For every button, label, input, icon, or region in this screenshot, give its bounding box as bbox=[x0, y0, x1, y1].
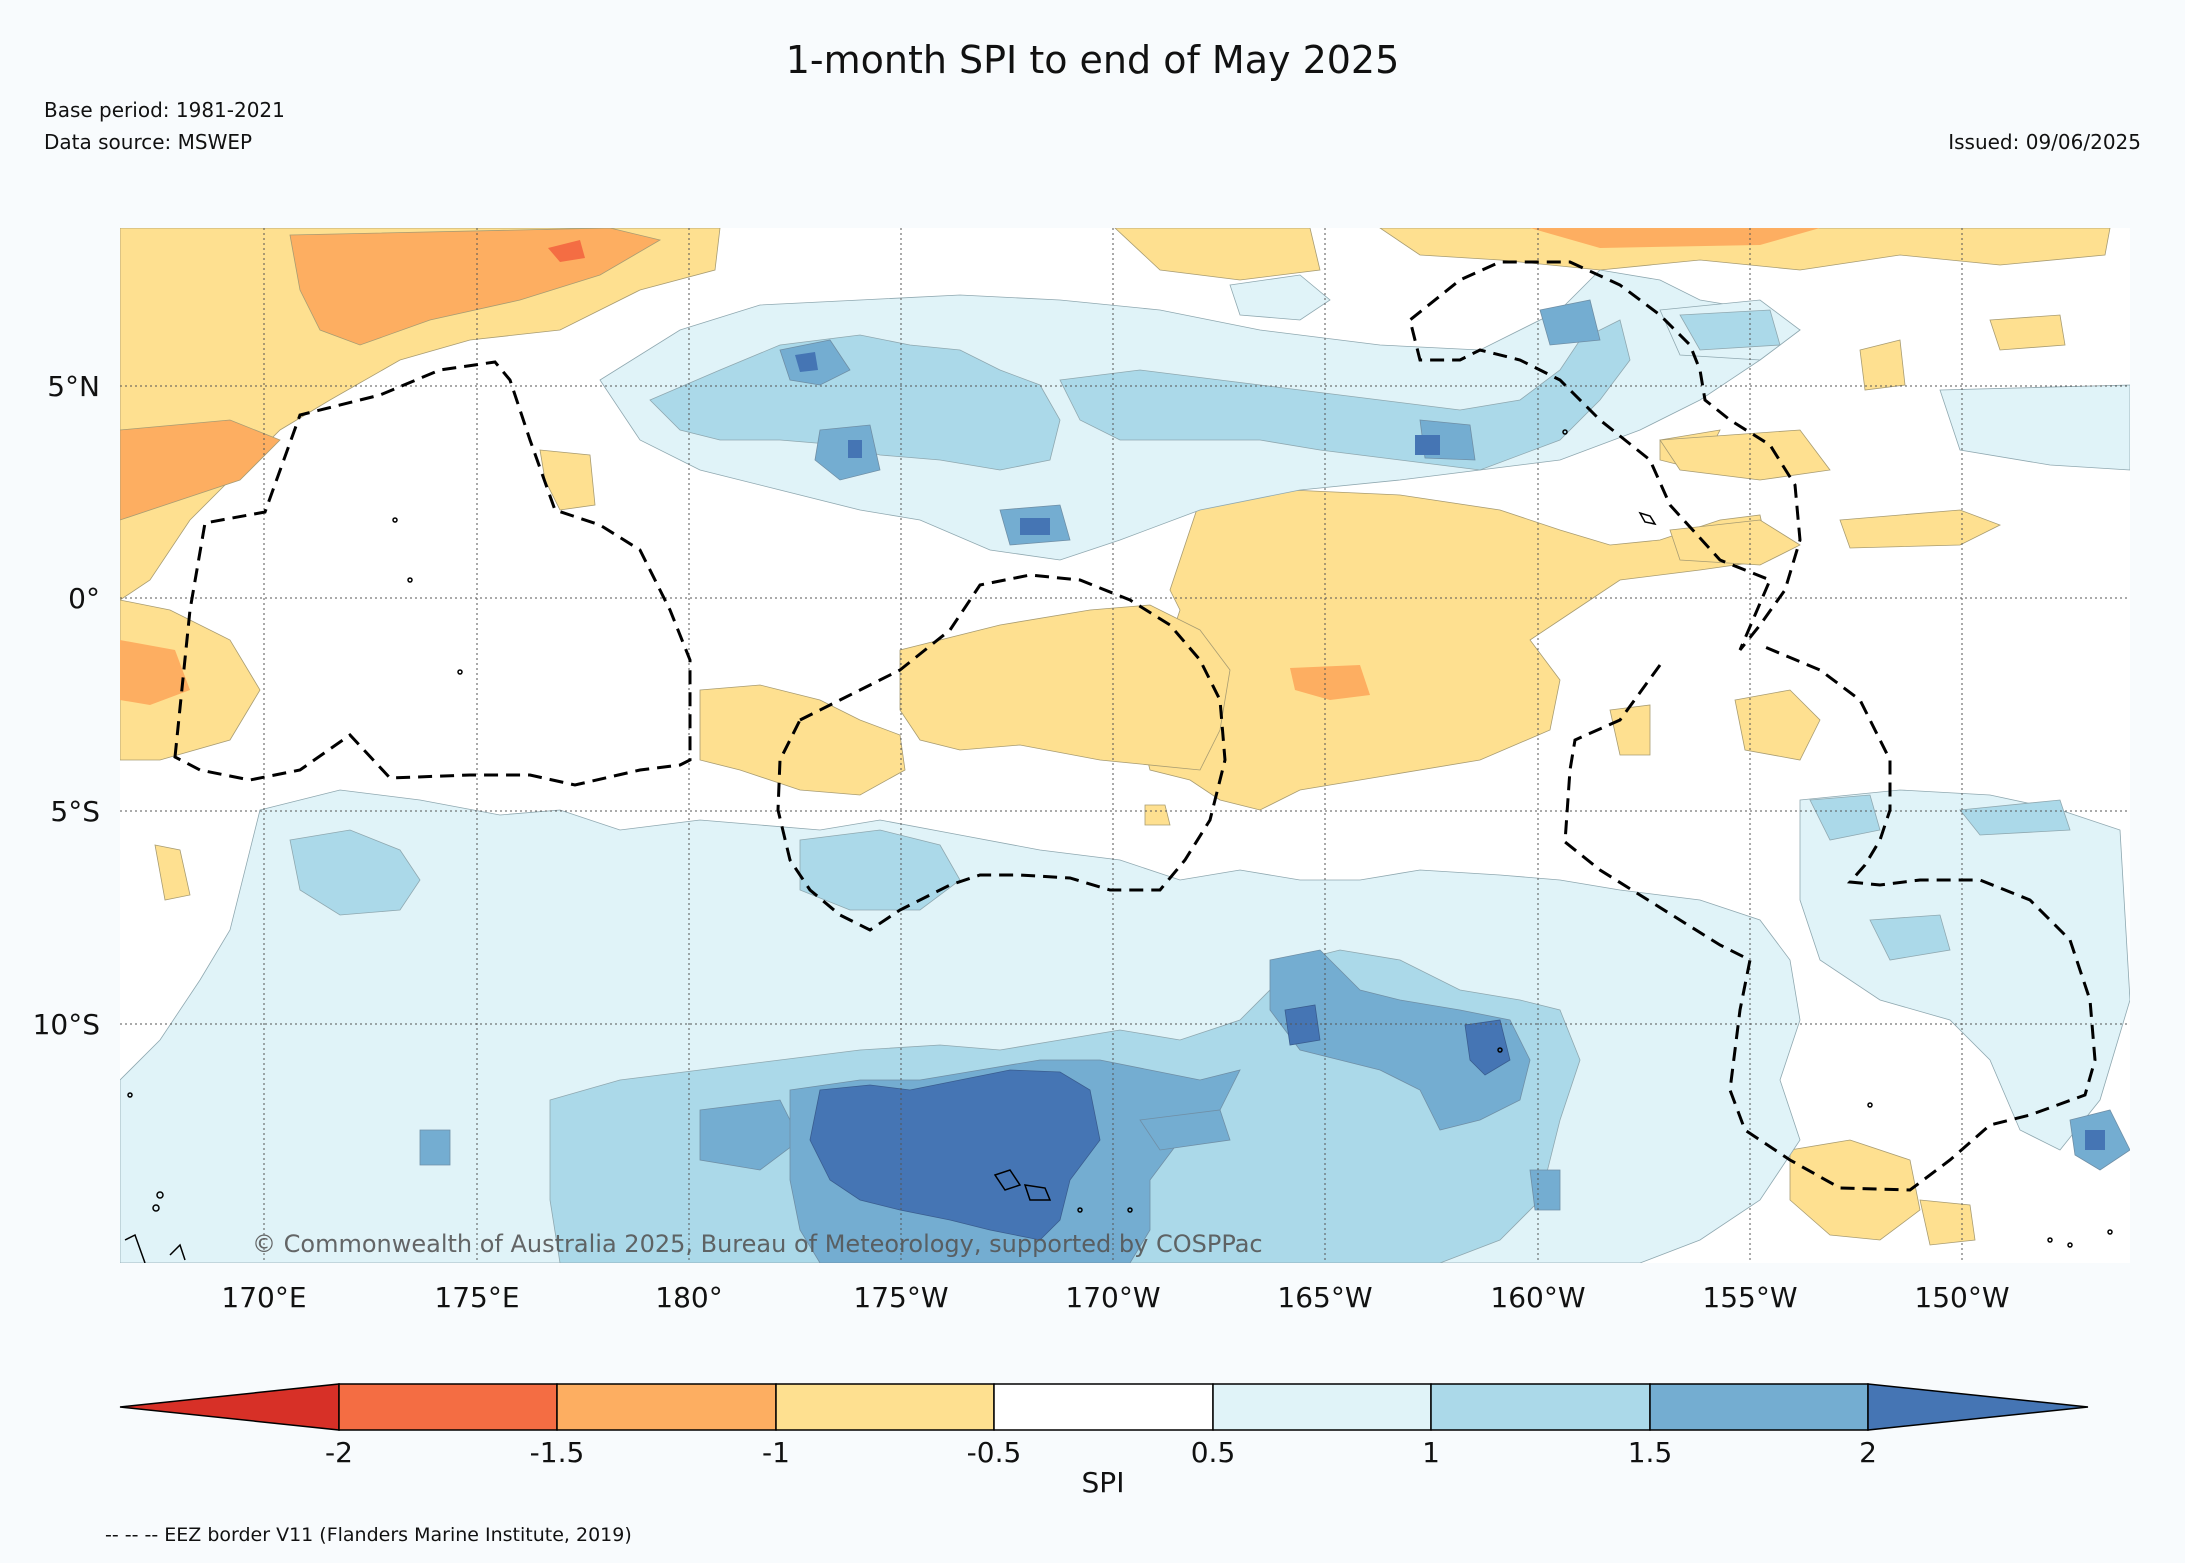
longitude-labels: 170°E 175°E 180° 175°W 170°W 165°W 160°W… bbox=[221, 1281, 2009, 1314]
colorbar-segment bbox=[993, 1383, 1214, 1431]
colorbar-tick: 1 bbox=[1422, 1436, 1440, 1469]
lon-label-165w: 165°W bbox=[1277, 1281, 1372, 1314]
colorbar-extend-high bbox=[1867, 1383, 2089, 1431]
colorbar-segment bbox=[1430, 1383, 1651, 1431]
latitude-labels: 5°N 0° 5°S 10°S bbox=[33, 370, 100, 1041]
colorbar-tick: -1.5 bbox=[530, 1436, 585, 1469]
lat-label-5n: 5°N bbox=[47, 370, 100, 403]
lon-label-180: 180° bbox=[655, 1281, 722, 1314]
colorbar-segment bbox=[1212, 1383, 1432, 1431]
map-title: 1-month SPI to end of May 2025 bbox=[785, 38, 1400, 82]
lon-label-175w: 175°W bbox=[853, 1281, 948, 1314]
wet-anomaly-regions bbox=[120, 269, 2130, 1263]
lon-label-170e: 170°E bbox=[221, 1281, 306, 1314]
colorbar-segment bbox=[775, 1383, 995, 1431]
colorbar-tick: -0.5 bbox=[967, 1436, 1022, 1469]
colorbar-tick: -1 bbox=[762, 1436, 790, 1469]
data-source: Data source: MSWEP bbox=[44, 130, 253, 154]
colorbar-extend-low bbox=[119, 1383, 340, 1431]
islands bbox=[124, 429, 2113, 1263]
eez-borders bbox=[173, 260, 2097, 1192]
lon-label-170w: 170°W bbox=[1065, 1281, 1160, 1314]
lat-label-5s: 5°S bbox=[50, 795, 100, 828]
colorbar-segment bbox=[338, 1383, 558, 1431]
copyright-notice: © Commonwealth of Australia 2025, Bureau… bbox=[252, 1230, 1263, 1258]
map-panel: © Commonwealth of Australia 2025, Bureau… bbox=[120, 228, 2130, 1263]
spi-colorbar bbox=[119, 1383, 2089, 1431]
colorbar-segment bbox=[1649, 1383, 1869, 1431]
colorbar-tick: -2 bbox=[325, 1436, 353, 1469]
eez-footnote: -- -- -- EEZ border V11 (Flanders Marine… bbox=[105, 1524, 632, 1546]
lon-label-150w: 150°W bbox=[1914, 1281, 2009, 1314]
colorbar-tick: 0.5 bbox=[1191, 1436, 1236, 1469]
colorbar-tick: 2 bbox=[1859, 1436, 1877, 1469]
colorbar-segment bbox=[556, 1383, 777, 1431]
colorbar-label: SPI bbox=[1082, 1466, 1125, 1499]
colorbar-tick: 1.5 bbox=[1628, 1436, 1673, 1469]
lon-label-160w: 160°W bbox=[1490, 1281, 1585, 1314]
lat-label-10s: 10°S bbox=[33, 1008, 100, 1041]
issued-date: Issued: 09/06/2025 bbox=[1948, 130, 2141, 154]
lon-label-175e: 175°E bbox=[434, 1281, 519, 1314]
dry-anomaly-regions bbox=[120, 228, 2111, 1263]
colorbar-ticks: -2 -1.5 -1 -0.5 0.5 1 1.5 2 SPI bbox=[325, 1436, 1877, 1499]
lat-label-0: 0° bbox=[68, 582, 100, 615]
lon-label-155w: 155°W bbox=[1702, 1281, 1797, 1314]
base-period: Base period: 1981-2021 bbox=[44, 98, 285, 122]
